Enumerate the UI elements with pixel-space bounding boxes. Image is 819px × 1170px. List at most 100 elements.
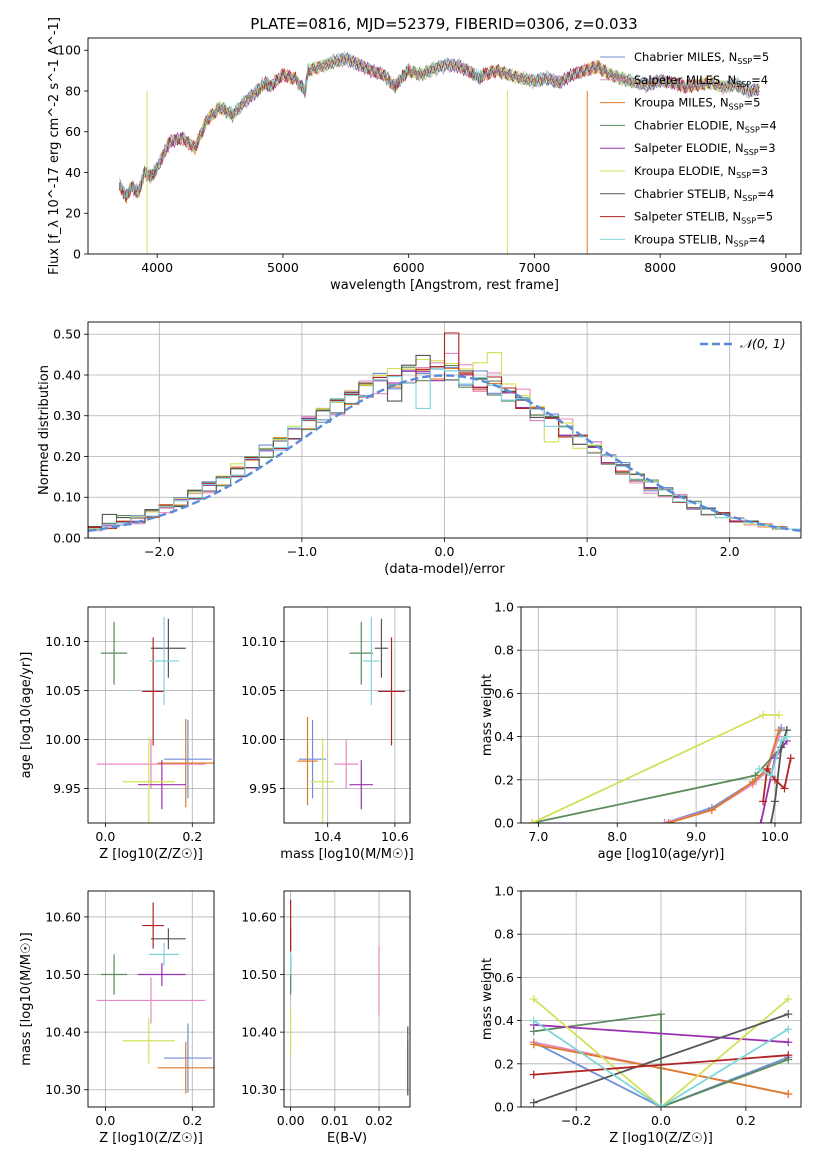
plot-area — [96, 616, 214, 823]
plot-area — [297, 616, 405, 823]
grid — [284, 607, 410, 823]
grid — [88, 607, 214, 823]
y-tick-label: 9.95 — [53, 781, 81, 796]
y-tick-label: 10.10 — [241, 634, 277, 649]
weight-marker — [786, 754, 795, 763]
weight-marker — [756, 819, 765, 823]
errorbar-point — [349, 760, 374, 810]
y-tick-label: 0.00 — [53, 531, 81, 546]
weight-line-kroupa-elodie — [531, 714, 779, 823]
axes-frame — [283, 890, 411, 1108]
errorbar-point — [378, 637, 405, 746]
errorbar-point — [137, 760, 186, 810]
x-tick-label: 10.0 — [761, 829, 789, 844]
weight-marker — [763, 765, 772, 773]
legend-count: =5 — [752, 50, 769, 64]
y-tick-label: 10.05 — [45, 683, 81, 698]
weight-marker — [751, 771, 760, 780]
weight-marker — [784, 1038, 793, 1047]
errorbar-point — [96, 977, 206, 1024]
grid — [284, 891, 410, 1107]
x-tick-label: 6000 — [393, 260, 425, 275]
legend-subscript: SSP — [736, 171, 751, 180]
legend-label: Salpeter ELODIE, NSSP=3 — [634, 141, 776, 157]
legend-subscript: SSP — [729, 103, 744, 112]
legend-count: =4 — [760, 118, 777, 132]
y-tick-label: 0.8 — [494, 643, 514, 658]
weight-marker — [529, 1016, 538, 1025]
y-axis-label: mass weight — [480, 958, 495, 1040]
errorbar-point — [96, 739, 206, 789]
weight-marker — [774, 711, 783, 719]
y-tick-label: 10.30 — [241, 1082, 277, 1097]
weight-marker — [664, 819, 673, 823]
weight-marker — [780, 784, 789, 793]
errorbar-point — [299, 719, 326, 799]
y-tick-label: 10.50 — [241, 967, 277, 982]
legend-count: =4 — [749, 232, 766, 246]
spectrum-line-salpeter-stelib — [119, 57, 760, 202]
x-axis-label: Z [log10(Z/Z☉)] — [99, 1131, 203, 1146]
y-tick-label: 0.4 — [494, 729, 514, 744]
y-tick-label: 0.0 — [494, 816, 514, 831]
y-tick-label: 10.00 — [241, 732, 277, 747]
legend-label: Chabrier STELIB, NSSP=4 — [634, 187, 774, 203]
y-tick-label: 0.4 — [494, 1013, 514, 1028]
figure-title: PLATE=0816, MJD=52379, FIBERID=0306, z=0… — [250, 15, 637, 33]
y-tick-label: 10.10 — [45, 634, 81, 649]
panel-residuals: −2.0 −1.0 0.0 1.0 2.0 0.00 0.10 0.20 0.30 0.40 0.5… — [37, 321, 802, 577]
plot-area — [290, 899, 409, 1096]
x-tick-label: 5000 — [267, 260, 299, 275]
panel-spectrum: 4000 5000 6000 7000 8000 9000 0 20 40 60 80 100 wave… — [47, 17, 802, 293]
histogram-kroupa-stelib — [88, 368, 801, 538]
x-tick-label: 0.01 — [321, 1113, 349, 1128]
errorbar-point — [151, 618, 186, 678]
legend-label: Kroupa STELIB, NSSP=4 — [634, 232, 765, 248]
legend-subscript: SSP — [744, 148, 759, 157]
axes-frame — [87, 890, 215, 1108]
weight-marker — [755, 765, 764, 773]
x-tick-label: 4000 — [141, 260, 173, 275]
axes-frame — [87, 606, 215, 824]
panel-mass-vs-EBV: 0.00 0.01 0.02 10.30 10.40 10.50 10.60 E(B-V) — [241, 890, 411, 1146]
errorbar-point — [157, 718, 214, 808]
plot-area — [96, 902, 214, 1094]
weight-line-salpeter-elodie — [533, 1024, 789, 1044]
x-tick-label: 0.2 — [736, 1113, 756, 1128]
legend-count: =4 — [757, 187, 774, 201]
weight-marker — [784, 995, 793, 1003]
x-tick-label: 10.6 — [381, 829, 409, 844]
legend-count: =5 — [756, 210, 773, 224]
legend-label: Salpeter STELIB, NSSP=5 — [634, 210, 773, 226]
weight-marker — [657, 1010, 665, 1019]
weight-marker — [707, 806, 716, 815]
x-axis-label: wavelength [Angstrom, rest frame] — [330, 278, 559, 293]
weight-marker — [767, 771, 776, 780]
legend-label: 𝒩(0, 1) — [740, 336, 786, 351]
weight-marker — [784, 1090, 793, 1099]
weight-marker — [774, 726, 783, 735]
x-axis-label: (data-model)/error — [384, 562, 505, 577]
errorbar-point — [122, 737, 175, 823]
errorbar-point — [142, 902, 165, 949]
x-tick-label: 0.02 — [365, 1113, 393, 1128]
x-axis-label: age [log10(age/yr)] — [598, 847, 725, 862]
x-tick-label: 8000 — [644, 260, 676, 275]
weight-marker — [748, 777, 757, 786]
x-tick-label: 0.0 — [95, 1113, 115, 1128]
y-tick-label: 60 — [65, 124, 81, 139]
normal-reference-curve — [88, 374, 801, 533]
plot-area — [528, 711, 795, 823]
weight-line-chabrier-miles — [533, 1041, 789, 1107]
errorbar-point — [310, 737, 335, 823]
axes-frame — [520, 890, 802, 1108]
legend-subscript: SSP — [742, 194, 757, 203]
y-tick-label: 10.05 — [241, 683, 277, 698]
errorbar-point — [101, 954, 128, 995]
weight-marker — [529, 1040, 538, 1049]
panel-mass-vs-Z: 0.0 0.2 10.30 10.40 10.50 10.60 Z [log10(Z/Z☉)… — [19, 890, 215, 1146]
x-tick-label: 7000 — [519, 260, 551, 275]
errorbar-point — [142, 637, 165, 746]
weight-line-chabrier-elodie — [533, 1013, 789, 1107]
y-tick-label: 0.50 — [53, 327, 81, 342]
